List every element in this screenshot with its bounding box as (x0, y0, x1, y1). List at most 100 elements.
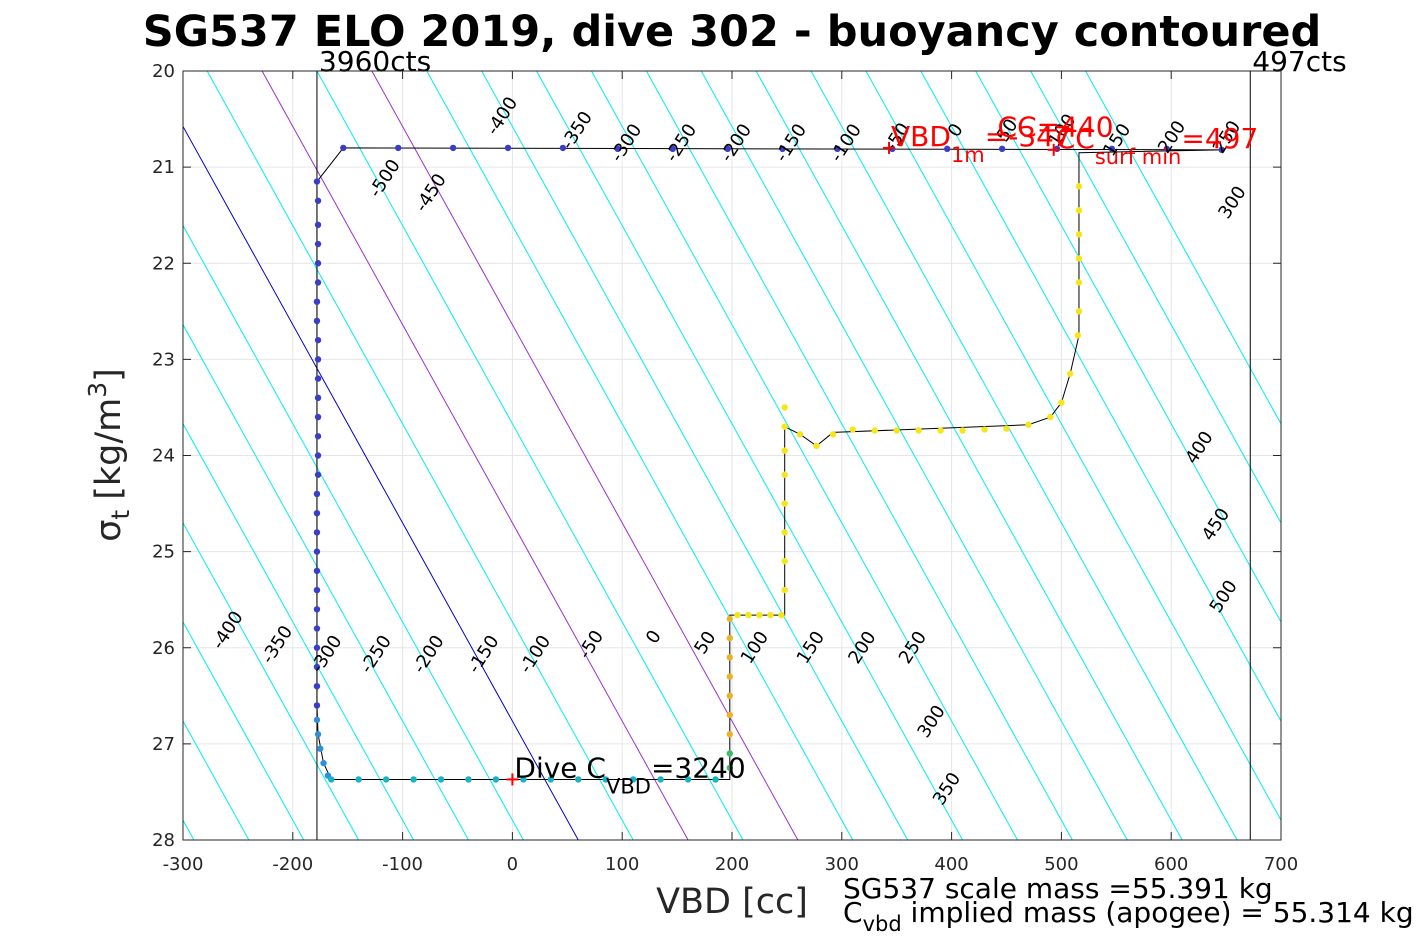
x-tick-label: -100 (382, 854, 423, 875)
data-point (314, 413, 322, 421)
contour-line (975, 71, 1281, 624)
data-point (734, 611, 741, 619)
data-point (355, 776, 362, 783)
data-point (504, 144, 512, 152)
data-point (314, 471, 322, 478)
data-point (871, 427, 878, 434)
data-point (314, 452, 322, 459)
data-point (313, 298, 321, 305)
data-point (1108, 145, 1116, 153)
data-point (313, 663, 321, 671)
annotation-subscript: VBD (606, 774, 651, 798)
data-point (726, 634, 734, 642)
data-point (944, 145, 951, 153)
data-point (320, 759, 327, 767)
data-point (712, 776, 719, 783)
data-point (1025, 421, 1032, 428)
implied-mass-c: C (843, 896, 863, 929)
annotation-cc-surf-min: CCsurf min=497 (1056, 122, 1259, 169)
data-point (313, 683, 321, 690)
y-tick-label: 28 (152, 830, 175, 851)
data-point (1075, 308, 1083, 315)
y-tick-label: 25 (152, 542, 175, 563)
annotation-subscript: surf min (1095, 145, 1182, 169)
data-point (1075, 255, 1083, 262)
annotation-text: VBD (891, 120, 951, 153)
data-point (726, 764, 734, 772)
y-tick-label: 22 (152, 253, 175, 274)
y-tick-label: 24 (152, 446, 175, 467)
data-point (834, 145, 841, 153)
y-tick-label: 27 (152, 734, 175, 755)
data-point (1003, 425, 1010, 432)
data-point (317, 745, 324, 752)
x-tick-label: 600 (1154, 854, 1188, 875)
x-axis-label: VBD [cc] (656, 882, 808, 922)
contour-line (1085, 71, 1281, 425)
implied-mass-text: Cvbd implied mass (apogee) = 55.314 kg (843, 896, 1414, 936)
y-tick-label: 26 (152, 638, 175, 659)
data-points (313, 144, 1225, 783)
data-point (1075, 183, 1083, 190)
data-point (781, 558, 788, 565)
data-point (829, 431, 837, 438)
contour-line (261, 71, 689, 840)
data-point (1075, 231, 1083, 238)
data-point (449, 144, 457, 152)
x-tick-label: 100 (605, 854, 639, 875)
annotation-value: =440 (1037, 110, 1114, 143)
annotation-vbd-1m: VBD1m=-347 (891, 120, 1072, 167)
y-axis-label-subscript: t (106, 510, 135, 520)
data-point (395, 144, 402, 152)
data-point (465, 776, 472, 783)
data-point (314, 197, 322, 204)
data-point (745, 611, 752, 619)
data-point (781, 404, 788, 411)
data-point (313, 644, 321, 651)
data-point (1058, 399, 1065, 406)
data-point (1163, 145, 1171, 153)
data-point (726, 750, 734, 757)
data-point (314, 433, 322, 440)
x-tick-label: 500 (1044, 854, 1078, 875)
y-axis-label-close: ] (89, 368, 129, 382)
data-point (314, 279, 322, 286)
data-point (314, 240, 322, 248)
data-point (314, 394, 322, 402)
data-point (313, 490, 321, 498)
contour-line (183, 521, 360, 840)
y-axis-label: σt [kg/m3] (83, 368, 135, 542)
data-point (1047, 413, 1054, 421)
contour-line (536, 71, 964, 840)
implied-mass-subscript: vbd (863, 912, 902, 936)
data-point (1218, 146, 1225, 154)
contour-line (810, 71, 1238, 840)
x-tick-label: 700 (1264, 854, 1298, 875)
data-point (849, 426, 856, 433)
annotation-cc-440: CC=440 (998, 110, 1114, 143)
data-point (410, 776, 417, 783)
y-tick-label: 21 (152, 157, 175, 178)
data-point (314, 731, 322, 738)
data-point (724, 145, 731, 153)
data-point (893, 427, 900, 434)
data-point (669, 145, 676, 153)
data-point (313, 317, 321, 325)
implied-mass-value: implied mass (apogee) = 55.314 kg (902, 896, 1414, 929)
data-point (781, 471, 788, 478)
y-axis-label-units: [kg/m (89, 398, 129, 500)
data-point (1075, 279, 1083, 286)
annotation-value: =3240 (651, 751, 746, 784)
data-point (437, 776, 445, 783)
data-point (492, 776, 500, 783)
data-point (313, 586, 321, 594)
contour-line (183, 422, 415, 840)
data-point (520, 776, 527, 783)
data-point (756, 611, 763, 619)
data-point (629, 776, 637, 783)
vertical-line-label: 3960cts (319, 45, 431, 78)
vertical-line-label: 497cts (1252, 45, 1346, 78)
data-point (726, 673, 734, 680)
x-tick-label: 200 (715, 854, 749, 875)
data-point (767, 611, 774, 619)
